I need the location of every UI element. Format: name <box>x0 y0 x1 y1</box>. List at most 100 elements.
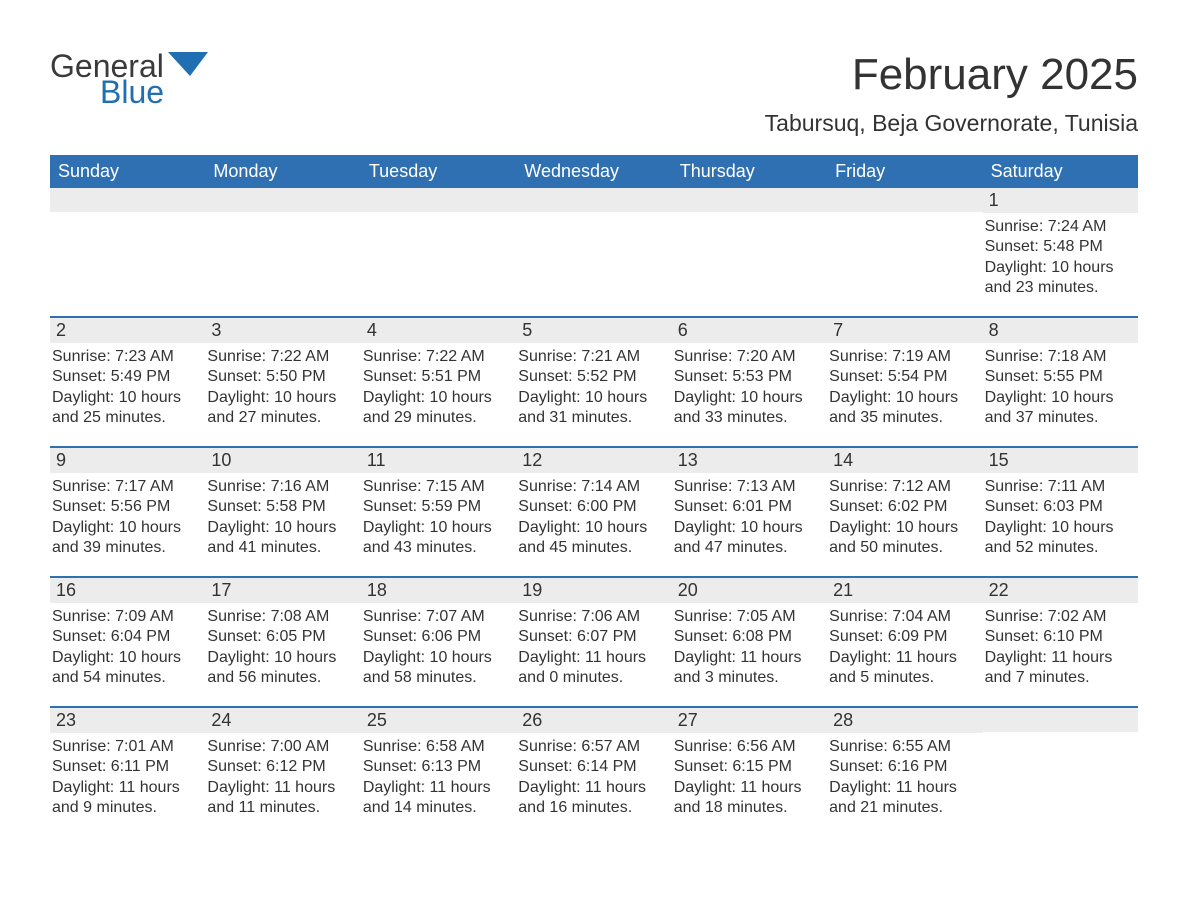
day-day2: and 35 minutes. <box>829 408 976 428</box>
day-day1: Daylight: 11 hours <box>52 778 199 798</box>
day-sunrise: Sunrise: 7:14 AM <box>518 477 665 497</box>
day-sunrise: Sunrise: 7:15 AM <box>363 477 510 497</box>
day-details: Sunrise: 7:14 AMSunset: 6:00 PMDaylight:… <box>516 473 671 559</box>
day-sunrise: Sunrise: 7:11 AM <box>985 477 1132 497</box>
day-day2: and 43 minutes. <box>363 538 510 558</box>
day-number: 18 <box>361 578 516 603</box>
day-details: Sunrise: 7:18 AMSunset: 5:55 PMDaylight:… <box>983 343 1138 429</box>
day-number: 9 <box>50 448 205 473</box>
col-friday: Friday <box>827 155 982 188</box>
day-details: Sunrise: 7:13 AMSunset: 6:01 PMDaylight:… <box>672 473 827 559</box>
calendar-day: 15 Sunrise: 7:11 AMSunset: 6:03 PMDayligh… <box>983 448 1138 576</box>
day-details: Sunrise: 6:58 AMSunset: 6:13 PMDaylight:… <box>361 733 516 819</box>
calendar-day <box>361 188 516 316</box>
day-number: 17 <box>205 578 360 603</box>
calendar-day <box>205 188 360 316</box>
day-day1: Daylight: 10 hours <box>829 388 976 408</box>
day-day1: Daylight: 10 hours <box>207 388 354 408</box>
day-day1: Daylight: 10 hours <box>52 518 199 538</box>
calendar: Sunday Monday Tuesday Wednesday Thursday… <box>50 155 1138 836</box>
day-day1: Daylight: 10 hours <box>207 518 354 538</box>
day-number: 16 <box>50 578 205 603</box>
calendar-day: 6 Sunrise: 7:20 AMSunset: 5:53 PMDaylight… <box>672 318 827 446</box>
day-day2: and 47 minutes. <box>674 538 821 558</box>
day-sunset: Sunset: 6:03 PM <box>985 497 1132 517</box>
day-number: 20 <box>672 578 827 603</box>
day-day2: and 3 minutes. <box>674 668 821 688</box>
day-day1: Daylight: 10 hours <box>52 388 199 408</box>
location-label: Tabursuq, Beja Governorate, Tunisia <box>765 110 1138 137</box>
day-sunrise: Sunrise: 7:00 AM <box>207 737 354 757</box>
day-day1: Daylight: 10 hours <box>52 648 199 668</box>
calendar-day: 5Sunrise: 7:21 AMSunset: 5:52 PMDaylight… <box>516 318 671 446</box>
day-day1: Daylight: 11 hours <box>363 778 510 798</box>
day-sunset: Sunset: 5:53 PM <box>674 367 821 387</box>
day-sunrise: Sunrise: 6:56 AM <box>674 737 821 757</box>
day-number: 10 <box>205 448 360 473</box>
day-day1: Daylight: 11 hours <box>985 648 1132 668</box>
day-number: 19 <box>516 578 671 603</box>
calendar-day: 8Sunrise: 7:18 AMSunset: 5:55 PMDaylight… <box>983 318 1138 446</box>
calendar-day: 7Sunrise: 7:19 AMSunset: 5:54 PMDaylight… <box>827 318 982 446</box>
day-sunset: Sunset: 6:02 PM <box>829 497 976 517</box>
logo-flag-icon <box>166 50 210 83</box>
col-thursday: Thursday <box>672 155 827 188</box>
day-sunset: Sunset: 6:06 PM <box>363 627 510 647</box>
day-number <box>983 708 1138 732</box>
day-number: 15 <box>983 448 1138 473</box>
day-number: 25 <box>361 708 516 733</box>
day-day2: and 23 minutes. <box>985 278 1132 298</box>
day-sunset: Sunset: 5:52 PM <box>518 367 665 387</box>
day-sunset: Sunset: 6:00 PM <box>518 497 665 517</box>
day-day1: Daylight: 10 hours <box>518 388 665 408</box>
calendar-day: 17Sunrise: 7:08 AMSunset: 6:05 PMDayligh… <box>205 578 360 706</box>
day-number: 5 <box>516 318 671 343</box>
col-monday: Monday <box>205 155 360 188</box>
day-number <box>827 188 982 212</box>
logo: General Blue <box>50 50 210 108</box>
day-number: 24 <box>205 708 360 733</box>
header-bar: General Blue February 2025 Tabursuq, Bej… <box>50 50 1138 137</box>
day-sunset: Sunset: 5:59 PM <box>363 497 510 517</box>
day-day2: and 50 minutes. <box>829 538 976 558</box>
day-day2: and 11 minutes. <box>207 798 354 818</box>
calendar-day <box>516 188 671 316</box>
day-details: Sunrise: 7:09 AMSunset: 6:04 PMDaylight:… <box>50 603 205 689</box>
calendar-day: 23Sunrise: 7:01 AMSunset: 6:11 PMDayligh… <box>50 708 205 836</box>
calendar-day: 4Sunrise: 7:22 AMSunset: 5:51 PMDaylight… <box>361 318 516 446</box>
day-number: 6 <box>672 318 827 343</box>
day-day2: and 0 minutes. <box>518 668 665 688</box>
day-day2: and 31 minutes. <box>518 408 665 428</box>
day-details: Sunrise: 7:00 AMSunset: 6:12 PMDaylight:… <box>205 733 360 819</box>
day-number: 3 <box>205 318 360 343</box>
calendar-day: 13Sunrise: 7:13 AMSunset: 6:01 PMDayligh… <box>672 448 827 576</box>
day-sunrise: Sunrise: 7:16 AM <box>207 477 354 497</box>
title-block: February 2025 Tabursuq, Beja Governorate… <box>765 50 1138 137</box>
day-sunset: Sunset: 6:13 PM <box>363 757 510 777</box>
col-sunday: Sunday <box>50 155 205 188</box>
day-sunrise: Sunrise: 7:09 AM <box>52 607 199 627</box>
day-number: 7 <box>827 318 982 343</box>
day-day2: and 33 minutes. <box>674 408 821 428</box>
day-day2: and 14 minutes. <box>363 798 510 818</box>
day-sunrise: Sunrise: 7:05 AM <box>674 607 821 627</box>
calendar-day: 12Sunrise: 7:14 AMSunset: 6:00 PMDayligh… <box>516 448 671 576</box>
day-day1: Daylight: 10 hours <box>985 518 1132 538</box>
day-day1: Daylight: 10 hours <box>674 518 821 538</box>
day-day1: Daylight: 10 hours <box>674 388 821 408</box>
day-sunrise: Sunrise: 7:23 AM <box>52 347 199 367</box>
day-day1: Daylight: 10 hours <box>363 388 510 408</box>
day-number: 8 <box>983 318 1138 343</box>
day-day2: and 27 minutes. <box>207 408 354 428</box>
day-sunset: Sunset: 6:08 PM <box>674 627 821 647</box>
day-day1: Daylight: 11 hours <box>518 778 665 798</box>
day-sunset: Sunset: 6:01 PM <box>674 497 821 517</box>
calendar-day: 1Sunrise: 7:24 AMSunset: 5:48 PMDaylight… <box>983 188 1138 316</box>
calendar-day: 16Sunrise: 7:09 AMSunset: 6:04 PMDayligh… <box>50 578 205 706</box>
logo-text-block: General Blue <box>50 50 164 108</box>
day-sunrise: Sunrise: 7:06 AM <box>518 607 665 627</box>
day-sunrise: Sunrise: 7:19 AM <box>829 347 976 367</box>
day-day1: Daylight: 10 hours <box>207 648 354 668</box>
day-sunrise: Sunrise: 7:20 AM <box>674 347 821 367</box>
day-day1: Daylight: 10 hours <box>363 518 510 538</box>
